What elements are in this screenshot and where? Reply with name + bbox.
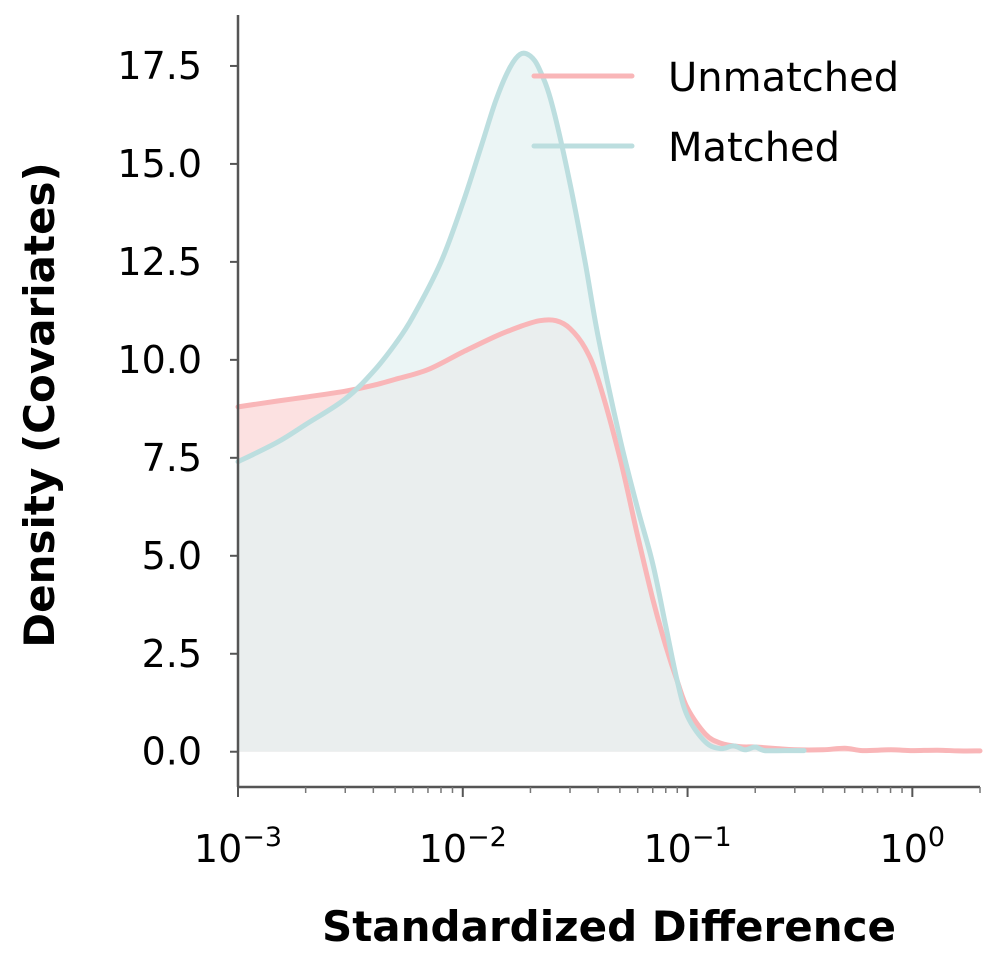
y-tick-label: 5.0: [142, 534, 202, 578]
y-tick-label: 2.5: [142, 632, 202, 676]
y-tick-label: 15.0: [117, 142, 202, 186]
x-axis-title: Standardized Difference: [322, 902, 896, 951]
x-tick-label: 10−2: [419, 822, 507, 871]
y-axis-title: Density (Covariates): [15, 162, 64, 648]
y-tick-label: 10.0: [117, 338, 202, 382]
x-tick-label: 100: [880, 822, 946, 871]
density-lines: [235, 50, 983, 754]
matched-density-line: [235, 50, 807, 754]
matched-fill-area: [238, 53, 805, 752]
x-tick-label: 10−1: [643, 822, 731, 871]
y-ticks: 0.0 2.5 5.0 7.5 10.0 12.5 15.0 17.5: [117, 44, 238, 774]
fill-areas: [238, 53, 980, 752]
y-tick-label: 7.5: [142, 436, 202, 480]
unmatched-density-line: [235, 317, 983, 754]
y-tick-label: 12.5: [117, 240, 202, 284]
axes: [236, 15, 980, 789]
x-tick-label: 10−3: [194, 822, 282, 871]
legend: Unmatched Matched: [531, 55, 899, 171]
y-tick-label: 17.5: [117, 44, 202, 88]
y-tick-label: 0.0: [142, 730, 202, 774]
legend-label-matched: Matched: [668, 125, 840, 171]
x-ticks: 10−3 10−2 10−1 100: [194, 787, 981, 871]
legend-label-unmatched: Unmatched: [668, 55, 899, 101]
